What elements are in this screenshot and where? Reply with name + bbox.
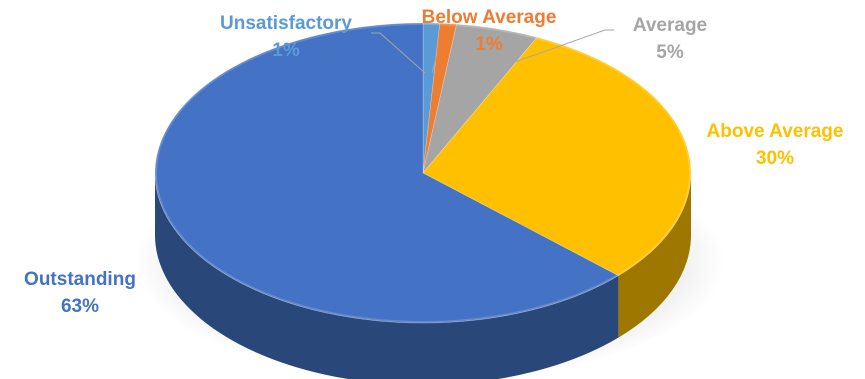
slice-name: Outstanding [24,269,136,290]
pie-slice-outstanding [154,22,619,324]
slice-name: Below Average [421,7,557,28]
pie-side-above-average [618,173,691,338]
label-outstanding: Outstanding 63% [8,266,152,320]
slice-name: Unsatisfactory [220,13,352,34]
slice-percent: 1% [272,40,300,61]
slice-percent: 30% [755,148,795,169]
slice-percent: 1% [475,34,503,55]
slice-percent: 5% [656,42,684,63]
pie-slice-below-average [422,22,457,174]
slice-name: Above Average [706,121,844,142]
label-above-average: Above Average 30% [688,118,862,172]
label-average: Average 5% [616,12,724,66]
pie-rim-highlight [155,23,691,323]
pie-tops [154,22,692,324]
label-below-average: Below Average 1% [385,4,593,58]
leader-line-unsatisfactory [371,32,426,74]
leader-lines [371,29,614,76]
pie-sides [155,173,691,379]
slice-percent: 63% [60,296,100,317]
pie-slice-average [422,23,538,174]
label-unsatisfactory: Unsatisfactory 1% [203,10,369,64]
leader-line-below-average [431,57,437,74]
slice-name: Average [632,15,708,36]
leader-line-average [477,29,614,76]
pie-slice-above-average [422,36,692,277]
pie-side-outstanding [155,173,619,379]
